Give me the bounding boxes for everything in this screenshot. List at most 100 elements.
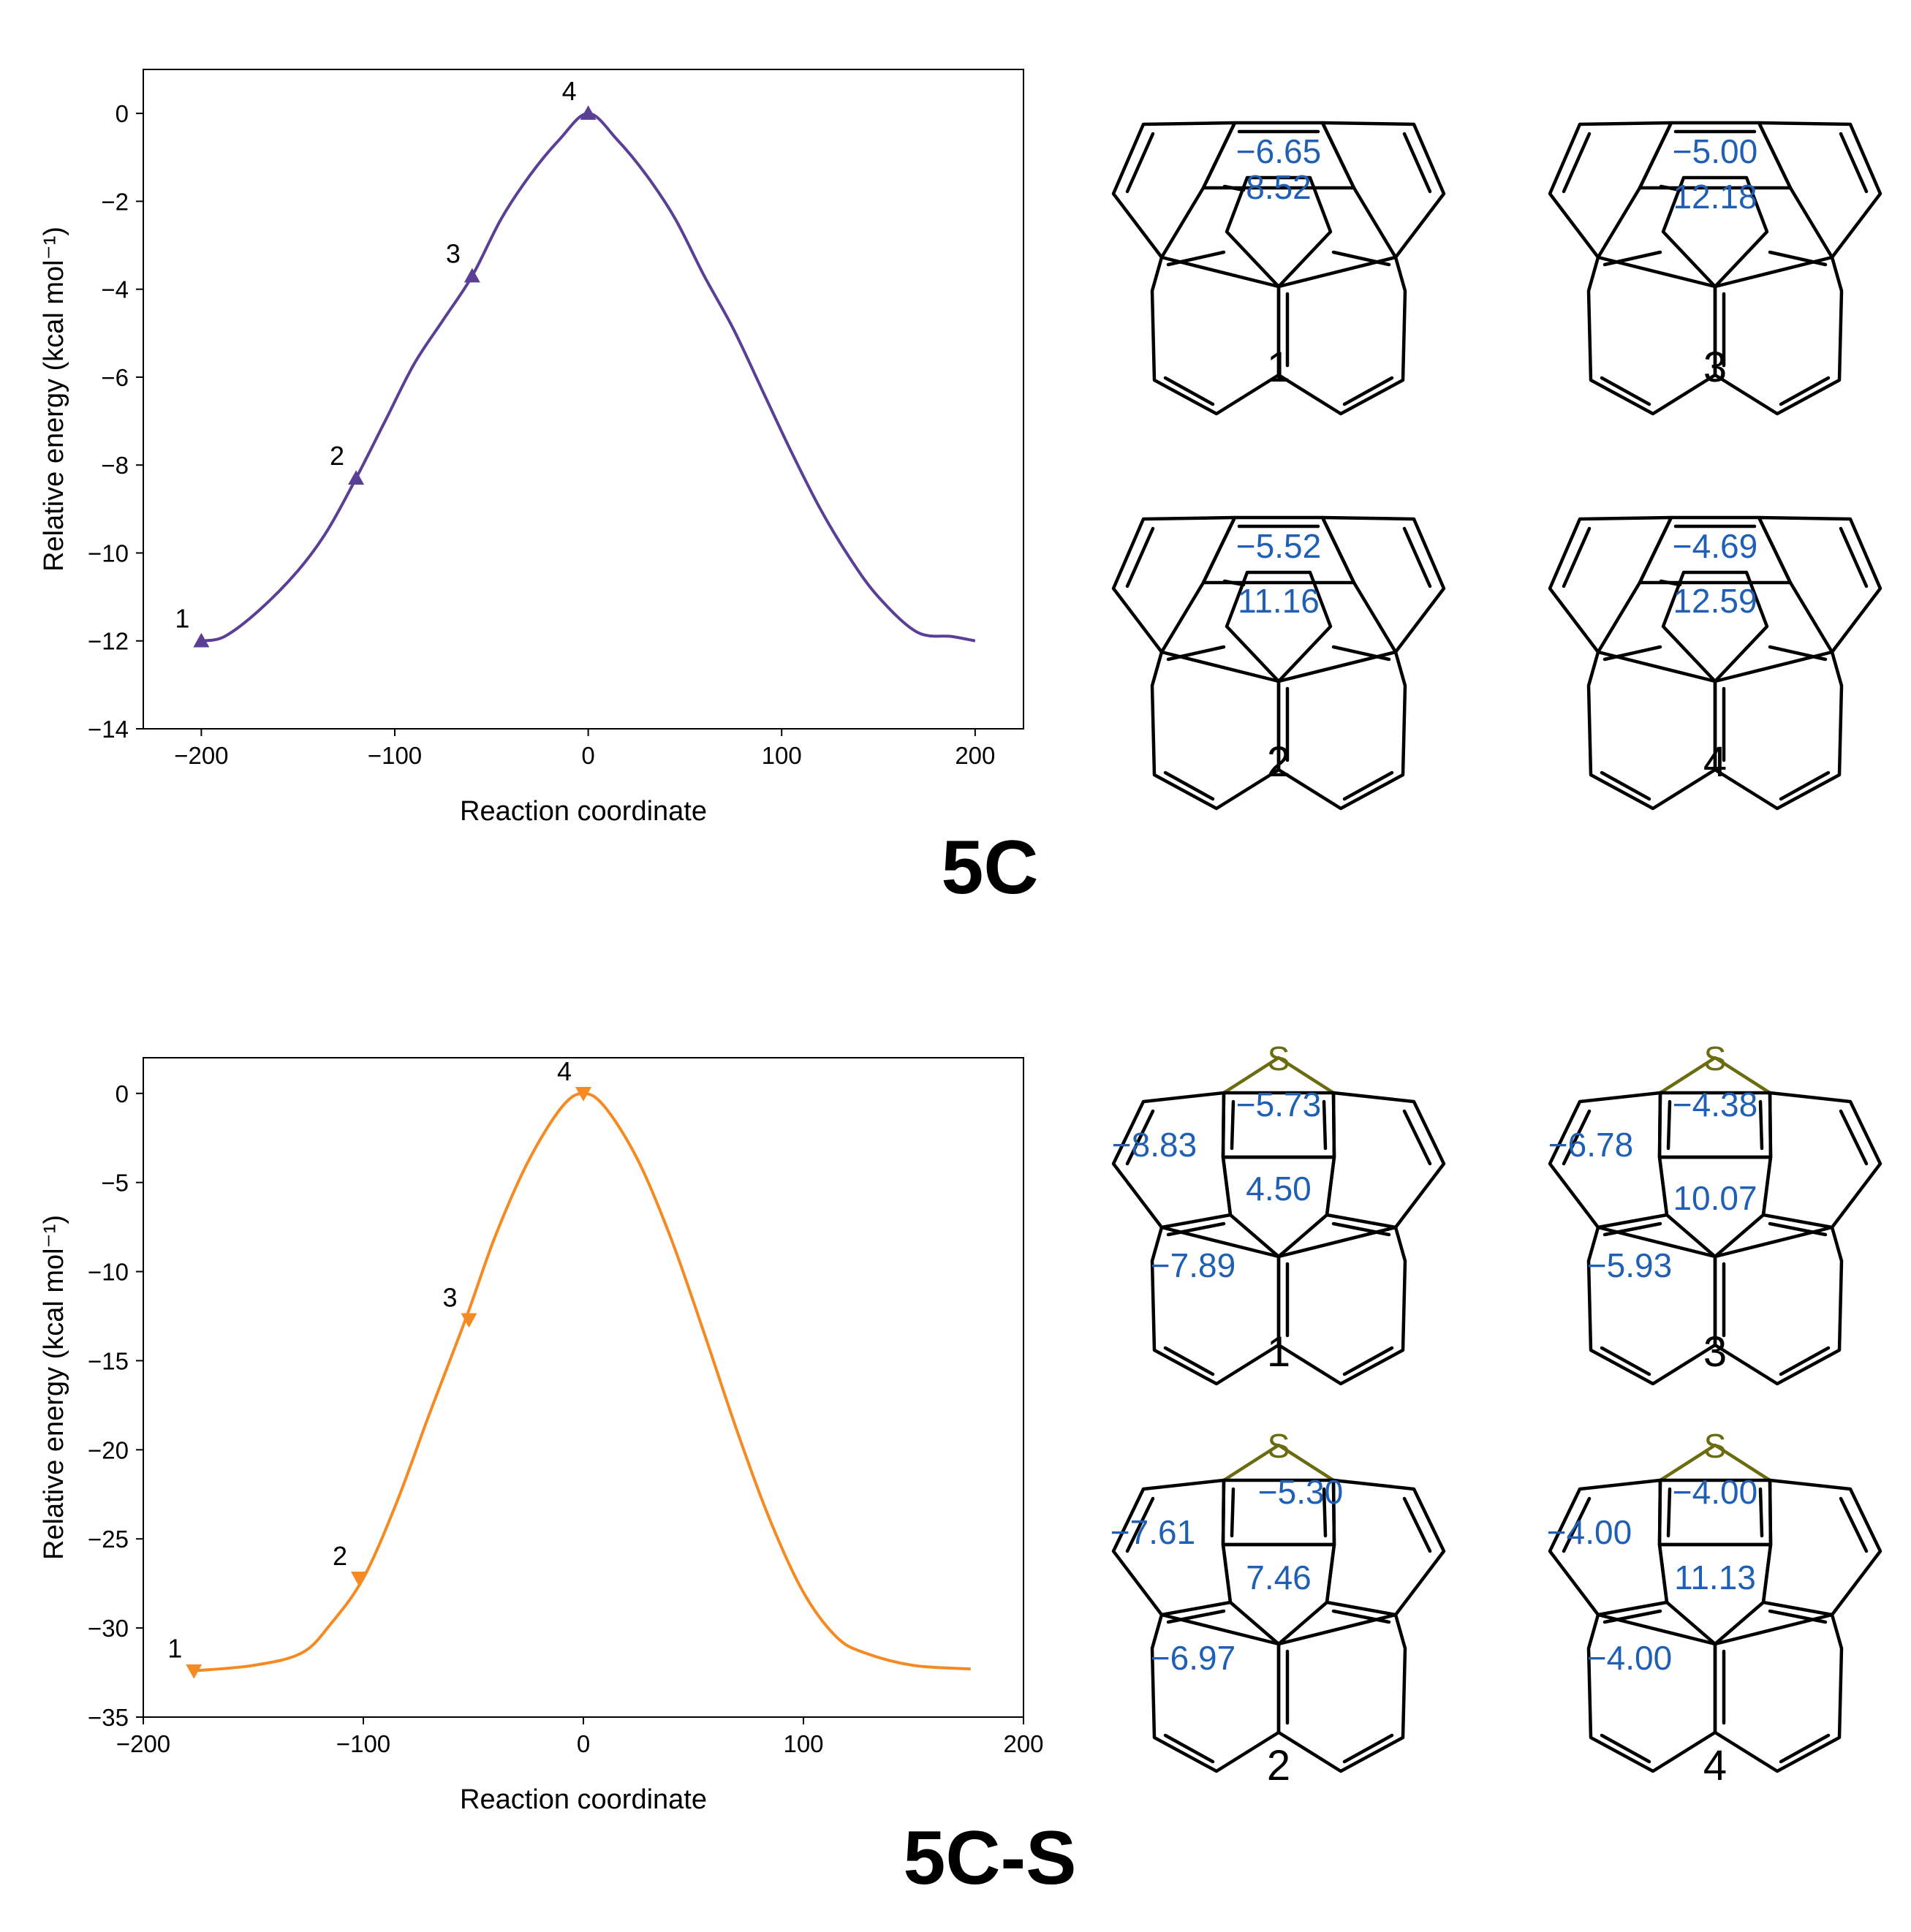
chart-5c: −200 −100 0 100 200 0−2−4−6−8−10−12−14 1234 … <box>39 69 1038 910</box>
point-marker-2 <box>350 1572 367 1586</box>
point-label-3: 3 <box>446 239 461 269</box>
energy-curve-5c-s <box>194 1091 971 1672</box>
nics-center: 11.16 <box>1238 582 1320 620</box>
x-axis-title: Reaction coordinate <box>460 796 707 827</box>
x-tick-label: 200 <box>955 742 995 769</box>
point-label-4: 4 <box>562 76 577 106</box>
nics-top: −4.69 <box>1673 527 1757 565</box>
nics-center: 11.13 <box>1674 1558 1756 1596</box>
point-marker-2 <box>348 470 365 485</box>
x-tick-label: −200 <box>116 1730 170 1757</box>
nics-left: −8.83 <box>1112 1126 1197 1164</box>
nics-top: −5.30 <box>1258 1473 1343 1511</box>
y-tick-label: −30 <box>88 1615 129 1642</box>
y-tick-label: −15 <box>88 1347 129 1374</box>
nics-top: −5.00 <box>1673 132 1757 170</box>
x-tick-label: 100 <box>762 742 802 769</box>
nics-left: −7.61 <box>1110 1513 1195 1551</box>
point-label-2: 2 <box>330 441 344 471</box>
nics-center: 4.50 <box>1246 1170 1312 1208</box>
structure-label: 3 <box>1703 1328 1727 1376</box>
point-label-1: 1 <box>167 1634 182 1664</box>
nics-bottom: −4.00 <box>1587 1639 1672 1677</box>
nics-center: 10.07 <box>1673 1179 1757 1217</box>
y-tick-label: −20 <box>88 1436 129 1463</box>
x-tick-label: 0 <box>577 1730 590 1757</box>
panel-title-5c-s: 5C-S <box>904 1816 1077 1901</box>
y-tick-label: −6 <box>101 364 129 391</box>
x-axis-title: Reaction coordinate <box>460 1784 707 1815</box>
y-axis-title: Relative energy (kcal mol⁻¹) <box>39 1215 69 1560</box>
point-marker-3 <box>461 1313 477 1328</box>
y-tick-label: 0 <box>116 1080 129 1107</box>
structure-label: 2 <box>1267 1742 1290 1789</box>
panel-title-5c: 5C <box>942 825 1039 910</box>
y-axis-title: Relative energy (kcal mol⁻¹) <box>39 227 69 572</box>
y-tick-label: −10 <box>88 1259 129 1286</box>
energy-curve-5c <box>201 112 976 643</box>
point-marker-1 <box>186 1664 203 1679</box>
nics-left: −6.78 <box>1548 1126 1633 1164</box>
point-marker-1 <box>193 632 210 648</box>
x-tick-label: −100 <box>336 1730 390 1757</box>
sulfur-atom: S <box>1268 1427 1290 1465</box>
structure-label: 3 <box>1703 344 1727 391</box>
nics-bottom: −6.97 <box>1151 1639 1235 1677</box>
nics-center: 12.59 <box>1673 582 1757 620</box>
structure-5c-1: −6.65 8.52 1 <box>1113 123 1444 414</box>
y-tick-label: −25 <box>88 1526 129 1553</box>
structure-5c-4: −4.69 12.59 4 <box>1550 518 1880 808</box>
structure-label: 4 <box>1703 1742 1727 1789</box>
sulfur-atom: S <box>1268 1039 1290 1077</box>
y-tick-label: −14 <box>88 716 129 743</box>
nics-center: 8.52 <box>1246 168 1312 206</box>
y-tick-label: −35 <box>88 1704 129 1731</box>
nics-top: −6.65 <box>1236 132 1321 170</box>
point-label-1: 1 <box>175 604 189 634</box>
structure-5cs-2-actual: S −5.30 −7.61 7.46 −6.97 2 <box>1110 1427 1444 1789</box>
nics-top: −4.38 <box>1673 1086 1757 1124</box>
x-tick-label: 0 <box>581 742 594 769</box>
x-tick-label: −100 <box>368 742 422 769</box>
nics-top: −4.00 <box>1673 1473 1757 1511</box>
x-tick-label: 100 <box>783 1730 823 1757</box>
structure-5cs-4: S −4.00 −4.00 11.13 −4.00 4 <box>1547 1427 1880 1789</box>
point-marker-4 <box>575 1086 591 1102</box>
structure-5c-2: −5.52 11.16 2 <box>1113 518 1444 808</box>
y-tick-label: 0 <box>116 100 129 127</box>
y-tick-label: −2 <box>101 188 129 215</box>
structure-5cs-1: S −5.73 −8.83 4.50 −7.89 1 <box>1112 1039 1444 1384</box>
y-tick-label: −4 <box>101 276 129 303</box>
structure-5c-3: −5.00 12.18 3 <box>1550 123 1880 414</box>
structure-5cs-3: S −4.38 −6.78 10.07 −5.93 3 <box>1548 1039 1880 1384</box>
x-tick-label: −200 <box>174 742 228 769</box>
markers: 1 2 3 4 <box>167 1056 591 1679</box>
x-axis: −200 −100 0 100 200 <box>116 1717 1044 1757</box>
y-tick-label: −8 <box>101 452 129 479</box>
x-tick-label: 200 <box>1003 1730 1043 1757</box>
point-marker-3 <box>463 268 480 283</box>
point-label-4: 4 <box>557 1056 572 1086</box>
plot-area-frame <box>143 1057 1024 1718</box>
y-tick-label: −5 <box>101 1170 129 1197</box>
sulfur-atom: S <box>1704 1427 1727 1465</box>
nics-bottom: −7.89 <box>1151 1246 1235 1284</box>
structure-label: 1 <box>1267 1328 1290 1376</box>
y-tick-label: −12 <box>88 628 129 655</box>
y-axis: 0 −5 −10 −15 −20 −25 −30 −35 <box>88 1080 143 1731</box>
structure-label: 4 <box>1703 738 1727 786</box>
point-marker-4 <box>580 105 597 120</box>
point-label-3: 3 <box>442 1282 457 1312</box>
y-tick-label: −10 <box>88 539 129 567</box>
x-axis: −200 −100 0 100 200 <box>174 729 995 769</box>
nics-center: 12.18 <box>1673 178 1757 216</box>
markers: 1 2 3 4 <box>175 76 597 648</box>
chart-5c-s: −200 −100 0 100 200 0 −5 −10 −15 −20 −25 −30 −35 1 2… <box>39 1056 1076 1901</box>
nics-bottom: −5.93 <box>1587 1246 1672 1284</box>
sulfur-atom: S <box>1704 1039 1727 1077</box>
nics-center: 7.46 <box>1246 1558 1312 1596</box>
point-label-2: 2 <box>333 1541 347 1571</box>
nics-top: −5.73 <box>1236 1086 1321 1124</box>
plot-area-frame <box>143 69 1024 730</box>
